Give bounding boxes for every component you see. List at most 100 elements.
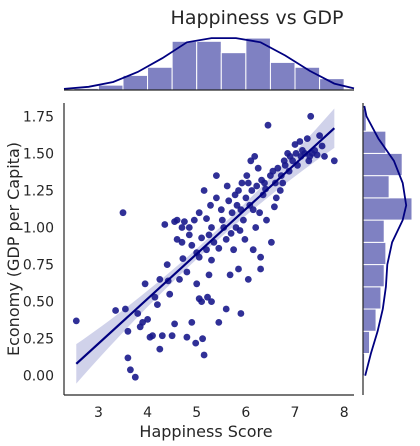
x-hist-bar: [269, 61, 296, 91]
scatter-point: [291, 141, 299, 148]
scatter-point: [264, 121, 272, 129]
scatter-point: [119, 209, 127, 217]
scatter-point: [163, 261, 171, 268]
scatter-point: [235, 187, 242, 194]
y-tick-label: 1.25: [23, 183, 54, 199]
scatter-point: [225, 197, 233, 205]
scatter-point: [203, 215, 210, 223]
scatter-point: [261, 179, 268, 187]
scatter-point: [203, 246, 210, 254]
scatter-point: [254, 164, 262, 172]
scatter-point: [141, 280, 149, 288]
scatter-point: [222, 236, 230, 243]
scatter-point: [208, 256, 215, 264]
scatter-point: [199, 335, 207, 343]
scatter-point: [218, 216, 226, 224]
scatter-point: [183, 333, 191, 341]
y-tick-label: 1.75: [23, 109, 54, 125]
y-tick-label: 0.00: [23, 369, 54, 385]
scatter-point: [321, 153, 328, 160]
scatter-point: [195, 253, 203, 261]
scatter-point: [185, 224, 193, 231]
scatter-point: [228, 209, 236, 217]
scatter-point: [207, 201, 214, 209]
scatter-point: [217, 206, 225, 214]
scatter-point: [208, 224, 215, 231]
y-tick-label: 1.50: [23, 146, 54, 162]
scatter-point: [178, 224, 186, 231]
scatter-point: [179, 255, 187, 262]
scatter-point: [215, 244, 223, 252]
scatter-point: [171, 320, 179, 328]
scatter-point: [215, 319, 223, 326]
x-tick-label: 4: [143, 405, 152, 421]
y-hist-bar: [362, 286, 382, 310]
scatter-point: [251, 153, 259, 160]
scatter-point: [226, 271, 234, 279]
scatter-point: [190, 216, 198, 224]
scatter-point: [242, 194, 250, 202]
scatter-point: [154, 301, 161, 308]
scatter-point: [213, 194, 220, 202]
scatter-point: [289, 157, 296, 165]
scatter-point: [240, 216, 247, 224]
scatter-point: [307, 112, 315, 120]
y-axis-ticks: 0.00 0.25 0.50 0.75 1.00 1.25 1.50 1.75: [23, 109, 54, 384]
scatter-point: [112, 307, 119, 314]
scatter-point: [237, 310, 245, 317]
scatter-point: [227, 230, 235, 237]
scatter-point: [124, 354, 132, 362]
scatter-point: [173, 216, 181, 224]
scatter-point: [316, 132, 323, 140]
scatter-point: [236, 227, 244, 234]
scatter-point: [330, 157, 338, 165]
scatter-point: [296, 138, 304, 145]
scatter-point: [126, 366, 134, 374]
y-kde-curve: [363, 105, 408, 376]
scatter-point: [223, 182, 231, 190]
scatter-point: [176, 276, 183, 283]
scatter-point: [144, 316, 152, 323]
y-tick-label: 1.00: [23, 221, 54, 237]
x-tick-label: 8: [340, 405, 349, 421]
scatter-point: [222, 305, 230, 313]
scatter-point: [274, 164, 282, 172]
scatter-point: [281, 161, 289, 169]
x-tick-label: 3: [94, 405, 103, 421]
x-tick-label: 6: [241, 405, 250, 421]
x-hist-bar: [122, 74, 149, 91]
y-hist-bar: [362, 308, 377, 332]
scatter-point: [259, 191, 267, 199]
scatter-point: [244, 276, 252, 283]
scatter-point: [204, 293, 211, 301]
x-hist-bar: [196, 40, 222, 91]
scatter-point: [72, 317, 80, 325]
scatter-point: [146, 333, 154, 341]
y-hist-bar: [362, 241, 387, 266]
scatter-point: [158, 332, 166, 340]
scatter-point: [183, 268, 191, 276]
y-tick-label: 0.75: [23, 258, 54, 274]
scatter-point: [243, 172, 251, 180]
scatter-point: [205, 231, 213, 239]
regression-line: [75, 127, 336, 365]
scatter-point: [249, 206, 257, 214]
scatter-point: [241, 236, 249, 243]
y-axis-title: Economy (GDP per Capita): [4, 142, 23, 356]
scatter-point: [252, 224, 260, 231]
scatter-point: [220, 224, 228, 231]
y-hist-bar: [362, 219, 385, 243]
scatter-point: [213, 172, 220, 180]
y-marginal-histogram: [362, 103, 413, 395]
scatter-point: [292, 150, 300, 157]
y-hist-bar: [362, 330, 371, 354]
scatter-point: [271, 203, 278, 211]
scatter-point: [173, 236, 181, 243]
x-tick-label: 7: [291, 405, 300, 421]
x-hist-bar: [220, 52, 247, 91]
scatter-point: [200, 351, 208, 359]
scatter-point: [318, 142, 326, 150]
scatter-point: [151, 293, 159, 301]
x-hist-bar: [294, 66, 321, 91]
